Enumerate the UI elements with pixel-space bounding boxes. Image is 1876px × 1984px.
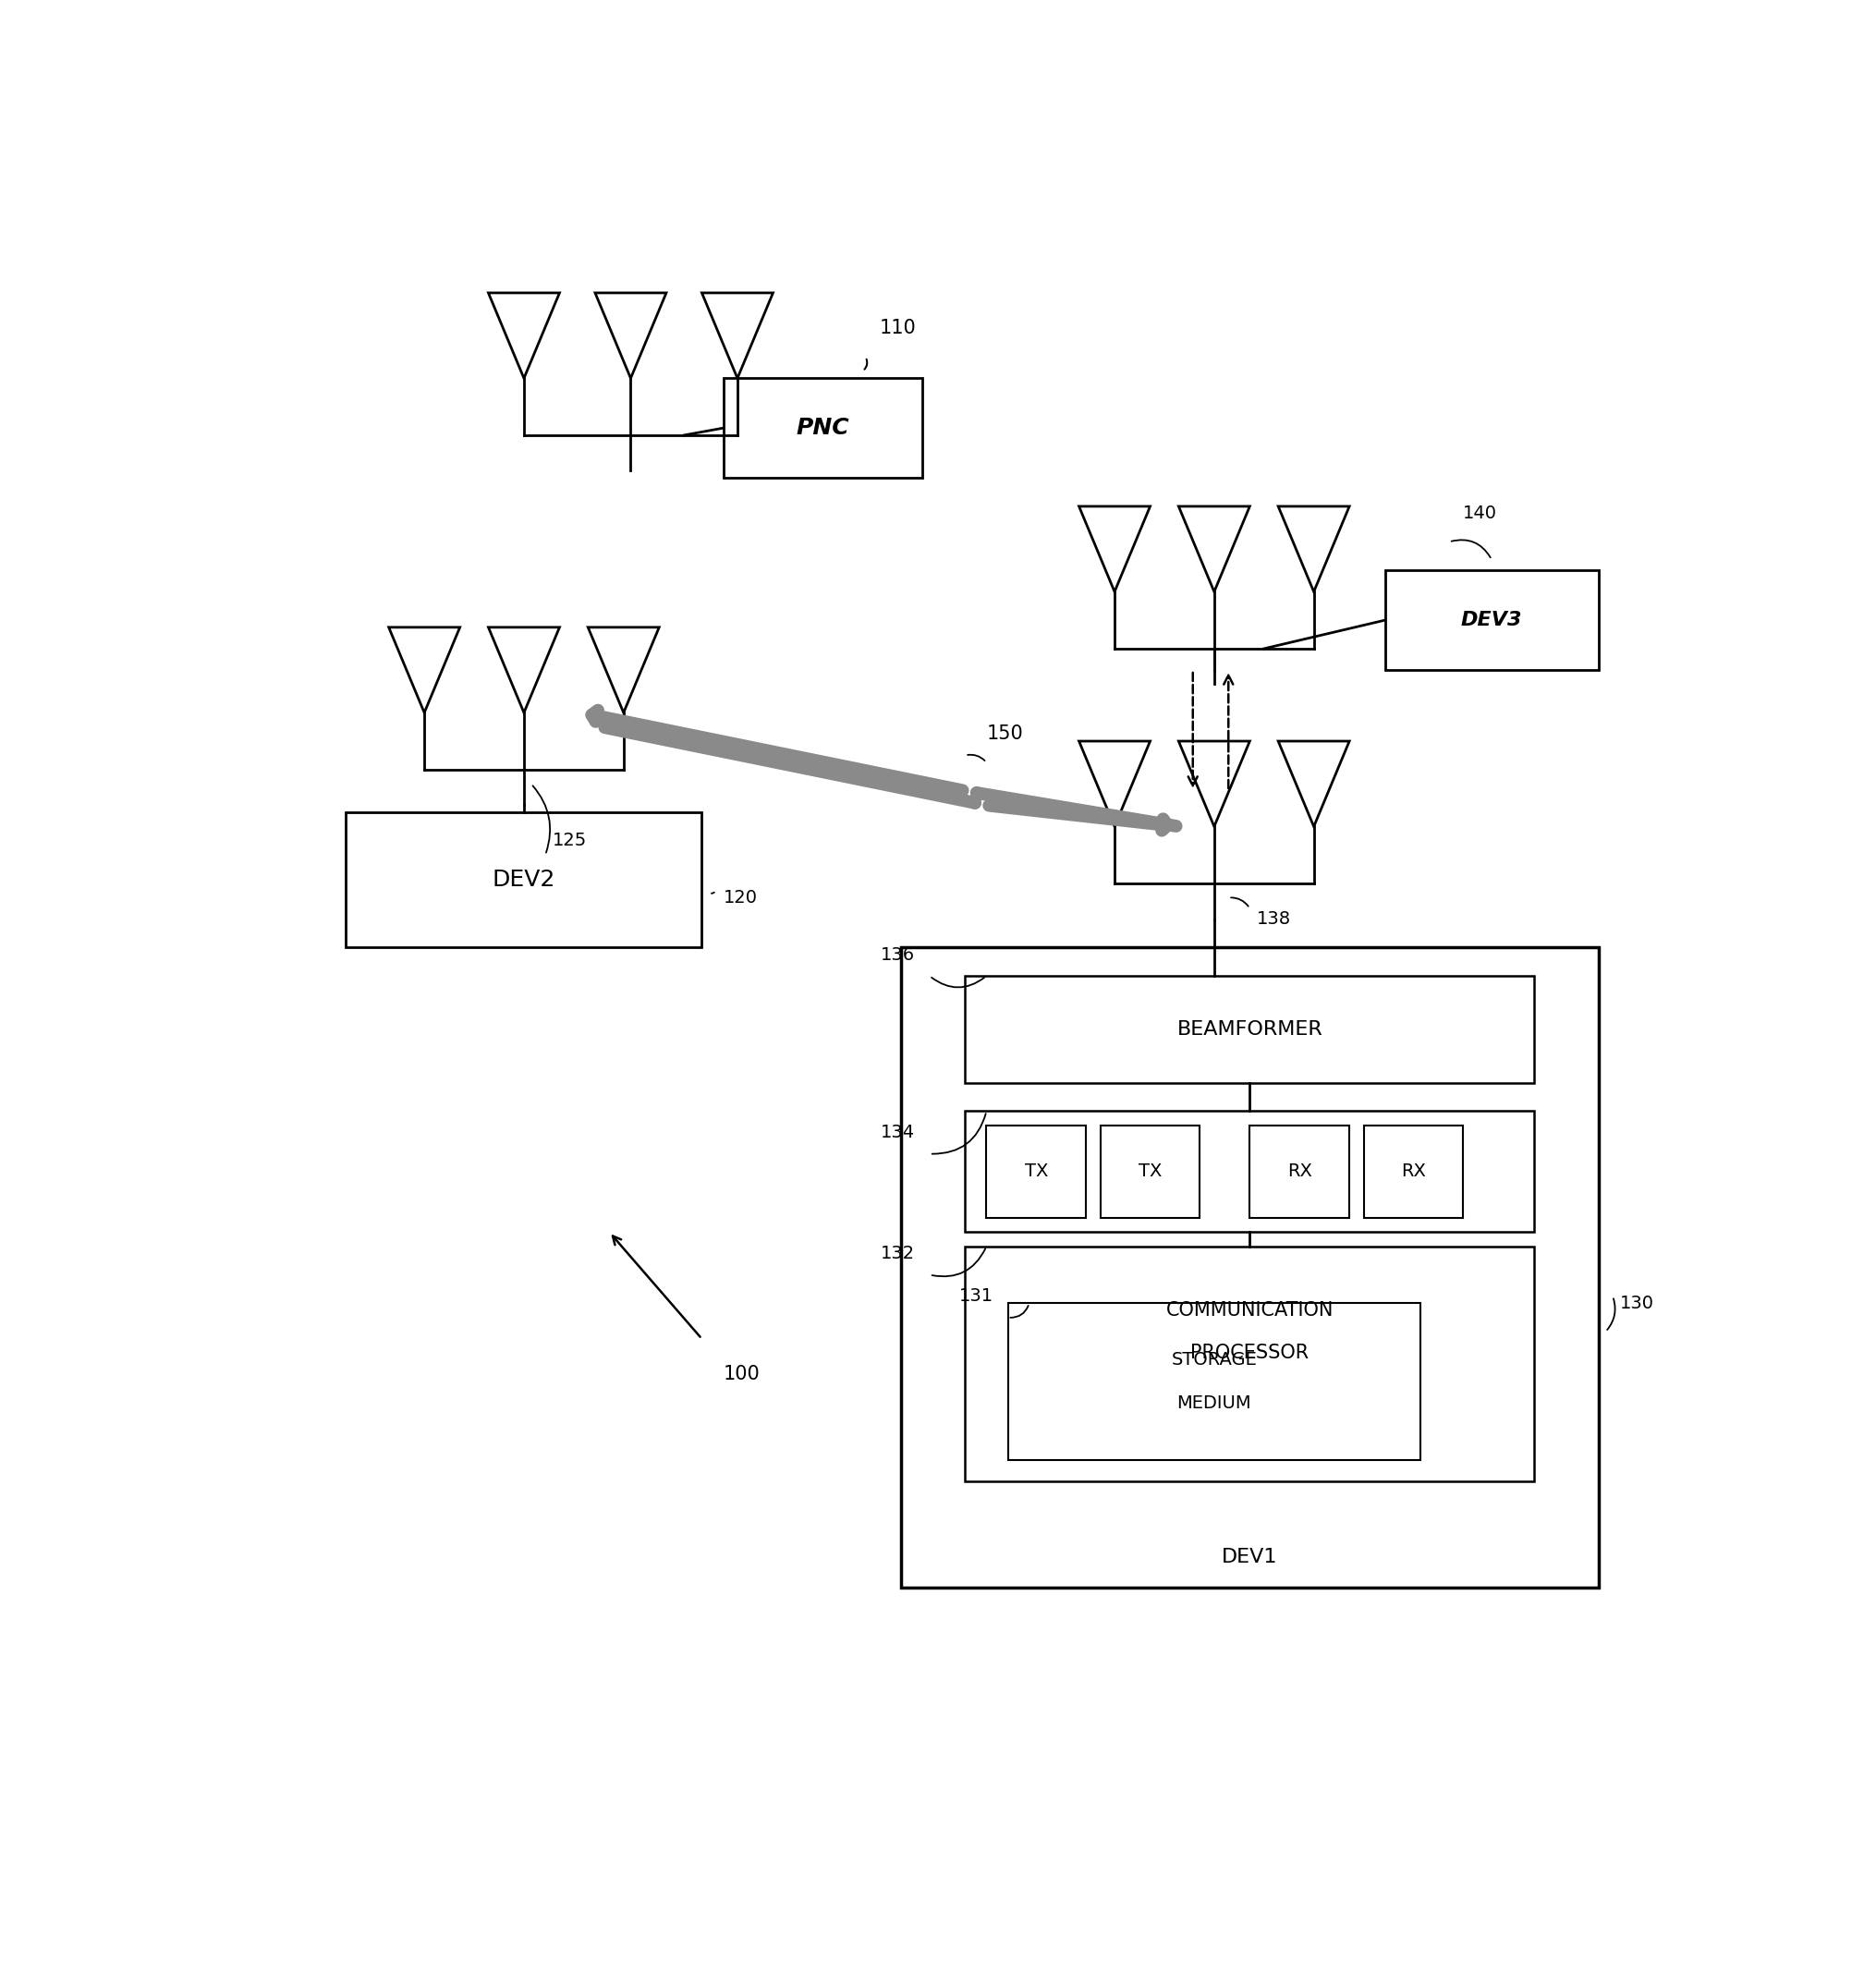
- Bar: [1384, 569, 1598, 671]
- Bar: [964, 1111, 1535, 1232]
- Text: TX: TX: [1024, 1163, 1047, 1180]
- Text: DEV3: DEV3: [1460, 611, 1521, 629]
- Text: RX: RX: [1287, 1163, 1311, 1180]
- Text: 120: 120: [722, 889, 758, 907]
- Text: 125: 125: [552, 831, 587, 849]
- Bar: [1249, 1125, 1349, 1218]
- Text: TX: TX: [1139, 1163, 1161, 1180]
- Text: RX: RX: [1399, 1163, 1426, 1180]
- Text: 131: 131: [959, 1288, 992, 1305]
- Text: DEV2: DEV2: [492, 869, 555, 891]
- Bar: [1007, 1303, 1420, 1460]
- Bar: [900, 948, 1598, 1587]
- Text: 132: 132: [880, 1244, 915, 1262]
- Bar: [987, 1125, 1086, 1218]
- Bar: [964, 1246, 1535, 1482]
- Text: DEV1: DEV1: [1221, 1548, 1278, 1567]
- Bar: [964, 976, 1535, 1083]
- Text: STORAGE: STORAGE: [1171, 1351, 1257, 1369]
- Bar: [345, 811, 702, 948]
- Bar: [1099, 1125, 1199, 1218]
- Text: 150: 150: [987, 724, 1022, 744]
- Text: BEAMFORMER: BEAMFORMER: [1176, 1020, 1323, 1038]
- Text: 138: 138: [1257, 911, 1291, 929]
- Text: 110: 110: [880, 319, 915, 337]
- Text: MEDIUM: MEDIUM: [1176, 1395, 1251, 1413]
- Text: PROCESSOR: PROCESSOR: [1189, 1343, 1308, 1363]
- Text: PNC: PNC: [795, 417, 850, 438]
- Text: 136: 136: [880, 946, 915, 964]
- Text: COMMUNICATION: COMMUNICATION: [1165, 1302, 1334, 1319]
- Text: 140: 140: [1463, 504, 1497, 522]
- Text: 134: 134: [880, 1123, 915, 1141]
- Bar: [722, 379, 921, 478]
- Bar: [1364, 1125, 1463, 1218]
- Text: 130: 130: [1619, 1294, 1653, 1311]
- Text: 100: 100: [722, 1365, 760, 1383]
